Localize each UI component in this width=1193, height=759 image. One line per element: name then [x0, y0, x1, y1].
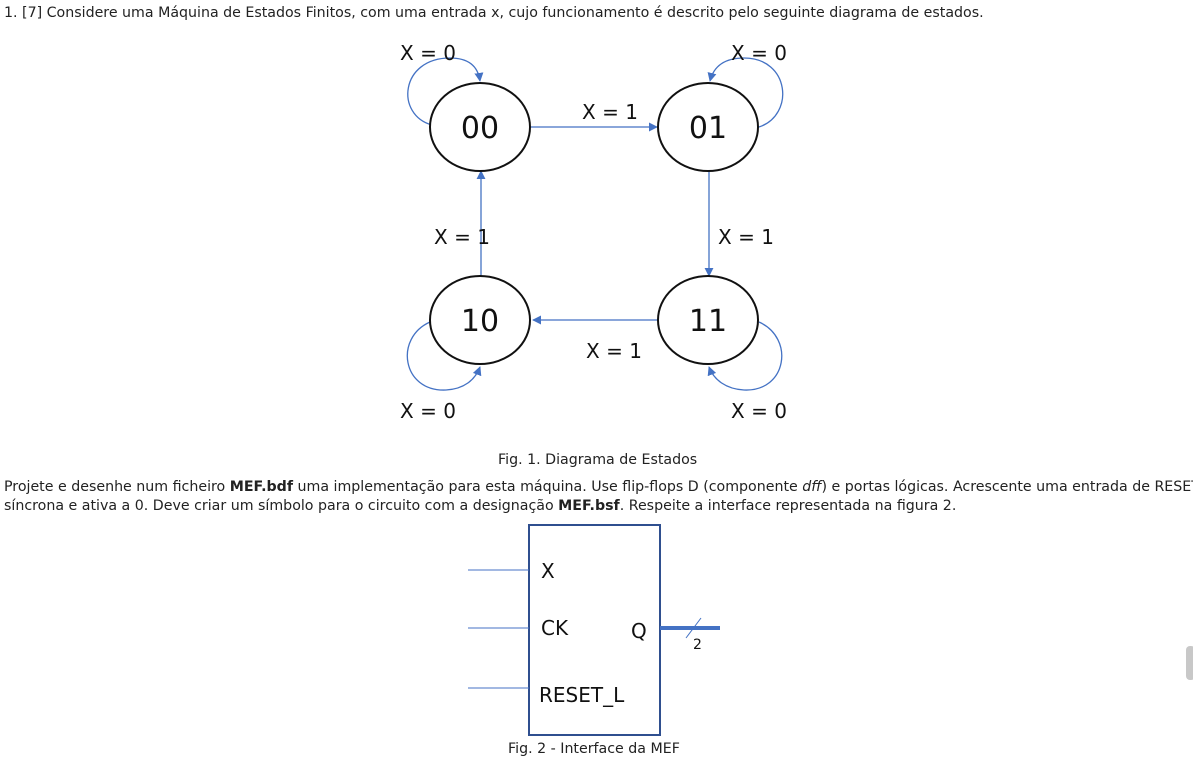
port-label-ck: CK [541, 616, 569, 640]
scrollbar-thumb[interactable] [1186, 646, 1193, 680]
interface-diagram: X CK RESET_L Q 2 [468, 524, 720, 736]
paragraph-line-1: Projete e desenhe num ficheiro MEF.bdf u… [4, 477, 1193, 497]
state-10-label: 10 [461, 304, 499, 339]
mef-symbol-box [528, 524, 661, 736]
paragraph-text: síncrona e ativa a 0. Deve criar um símb… [4, 498, 559, 514]
paragraph-text: . Respeite a interface representada na f… [619, 498, 957, 514]
state-11: 11 [657, 275, 759, 365]
self-loop-01 [707, 57, 784, 128]
figure-1-caption: Fig. 1. Diagrama de Estados [498, 452, 698, 468]
component-name: dff [802, 479, 822, 495]
paragraph-text: ) e portas lógicas. Acrescente uma entra… [821, 479, 1193, 495]
self-loop-10 [406, 321, 482, 391]
state-00: 00 [429, 82, 531, 172]
label-11-to-10: X = 1 [586, 339, 642, 363]
label-10-to-00: X = 1 [434, 225, 490, 249]
port-label-reset: RESET_L [539, 683, 625, 707]
question-text: 1. [7] Considere uma Máquina de Estados … [4, 5, 984, 21]
paragraph-line-2: síncrona e ativa a 0. Deve criar um símb… [4, 496, 956, 516]
self-loop-00 [407, 57, 484, 126]
label-00-to-01: X = 1 [582, 100, 638, 124]
state-10: 10 [429, 275, 531, 365]
label-01-to-11: X = 1 [718, 225, 774, 249]
filename-bdf: MEF.bdf [229, 479, 294, 495]
state-11-label: 11 [689, 304, 727, 339]
label-loop-10: X = 0 [400, 399, 456, 423]
port-label-q: Q [631, 619, 647, 643]
paragraph-text: Projete e desenhe num ficheiro [4, 479, 230, 495]
figure-2-caption: Fig. 2 - Interface da MEF [508, 741, 680, 757]
state-00-label: 00 [461, 111, 499, 146]
bus-width-label: 2 [693, 637, 702, 653]
state-01-label: 01 [689, 111, 727, 146]
filename-bsf: MEF.bsf [558, 498, 620, 514]
label-loop-01: X = 0 [731, 41, 787, 65]
port-label-x: X [541, 559, 555, 583]
label-loop-00: X = 0 [400, 41, 456, 65]
state-01: 01 [657, 82, 759, 172]
paragraph-text: uma implementação para esta máquina. Use… [293, 479, 803, 495]
label-loop-11: X = 0 [731, 399, 787, 423]
bus-slash [685, 617, 702, 639]
self-loop-11 [707, 321, 783, 391]
